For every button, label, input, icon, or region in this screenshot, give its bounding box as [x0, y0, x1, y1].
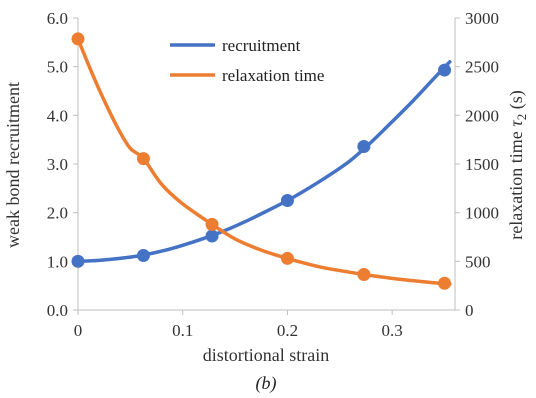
- x-tick-label: 0.2: [277, 321, 298, 340]
- x-tick-label: 0: [74, 321, 83, 340]
- data-point-relaxation-time: [280, 251, 294, 265]
- series-relaxation-time: [71, 32, 452, 290]
- y-left-tick-label: 1.0: [47, 252, 68, 271]
- x-tick-label: 0.3: [382, 321, 403, 340]
- legend-label-recruitment: recruitment: [222, 36, 301, 55]
- x-axis-label: distortional strain: [203, 345, 329, 365]
- axes: [77, 18, 456, 311]
- data-point-relaxation-time: [438, 276, 452, 290]
- series-line-recruitment: [76, 60, 452, 264]
- y-right-axis-ticks: 0 500 1000 1500 2000 2500 3000: [455, 9, 499, 320]
- legend-label-relaxation-time: relaxation time: [222, 66, 324, 85]
- data-point-relaxation-time: [71, 32, 85, 46]
- y-right-label-suffix: (s): [506, 90, 527, 114]
- y-left-tick-label: 4.0: [47, 106, 68, 125]
- y-left-tick-label: 5.0: [47, 58, 68, 77]
- y-left-tick-label: 3.0: [47, 155, 68, 174]
- data-point-recruitment: [136, 248, 150, 262]
- series-layer: [71, 32, 452, 290]
- data-point-recruitment: [280, 194, 294, 207]
- x-axis-ticks: 0 0.1 0.2 0.3: [74, 310, 403, 340]
- y-right-tick-label: 500: [465, 252, 491, 271]
- data-point-relaxation-time: [136, 152, 150, 166]
- figure-caption: (b): [256, 373, 277, 394]
- y-left-tick-label: 6.0: [47, 9, 68, 28]
- y-right-tick-label: 2500: [465, 58, 499, 77]
- y-left-axis-ticks: 0.0 1.0 2.0 3.0 4.0 5.0 6.0: [47, 9, 78, 320]
- y-left-tick-label: 2.0: [47, 204, 68, 223]
- data-point-relaxation-time: [205, 217, 219, 231]
- series-recruitment: [71, 60, 452, 268]
- y-right-axis-label: relaxation time τ2 (s): [506, 90, 529, 239]
- y-right-tick-label: 0: [465, 301, 474, 320]
- data-point-relaxation-time: [357, 267, 371, 281]
- x-tick-label: 0.1: [172, 321, 193, 340]
- data-point-recruitment: [438, 63, 452, 77]
- y-left-axis-label: weak bond recruitment: [3, 82, 23, 248]
- y-right-tick-label: 1500: [465, 155, 499, 174]
- legend: recruitment relaxation time: [170, 36, 324, 85]
- y-left-tick-label: 0.0: [47, 301, 68, 320]
- y-right-label-subscript: 2: [514, 114, 529, 121]
- data-point-recruitment: [71, 254, 85, 268]
- y-right-label-symbol: τ: [506, 120, 526, 127]
- data-point-recruitment: [357, 139, 371, 153]
- y-right-tick-label: 2000: [465, 106, 499, 125]
- data-point-recruitment: [205, 229, 219, 243]
- y-right-tick-label: 3000: [465, 9, 499, 28]
- y-right-tick-label: 1000: [465, 204, 499, 223]
- y-right-label-prefix: relaxation time: [506, 127, 526, 240]
